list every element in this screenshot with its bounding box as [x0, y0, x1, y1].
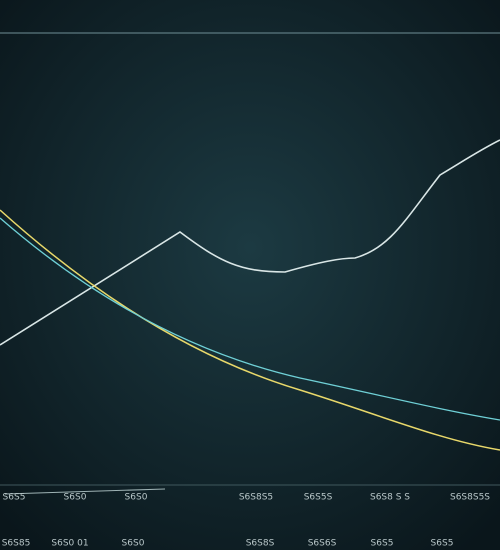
footer-label: S6S5 — [371, 539, 394, 549]
footer-label: S6S5 — [431, 539, 454, 549]
footer-labels: S6S85 S6S0 01 S6S0 S6S8S S6S6S S6S5 S6S5 — [2, 539, 454, 549]
axis-label: S6S0 — [64, 493, 87, 503]
axis-label: S6S8S5S — [450, 493, 490, 503]
axis-label: S6S0 — [125, 493, 148, 503]
yellow-curve — [0, 209, 500, 451]
axis-stub — [4, 488, 166, 495]
axis-label: S6S5 — [3, 493, 26, 503]
axis-label: S6S5S — [304, 493, 333, 503]
bottom-labels: S6S5 S6S0 S6S0 S6S8S5 S6S5S S6S8 S S S6S… — [3, 493, 491, 503]
footer-label: S6S6S — [308, 539, 337, 549]
footer-label: S6S85 — [2, 539, 31, 549]
axis-label: S6S8S5 — [239, 493, 273, 503]
cyan-curve — [0, 217, 500, 421]
footer-label: S6S0 — [122, 539, 145, 549]
footer-label: S6S0 01 — [51, 539, 88, 549]
axis-label: S6S8 S S — [370, 493, 410, 503]
white-curve — [0, 139, 500, 346]
footer-label: S6S8S — [246, 539, 275, 549]
